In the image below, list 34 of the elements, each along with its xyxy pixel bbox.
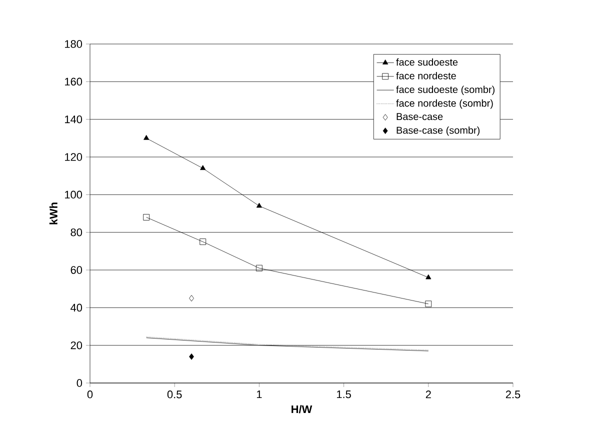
y-tick-label: 80 bbox=[70, 228, 82, 236]
point bbox=[189, 353, 194, 360]
y-axis-title: kWh bbox=[49, 202, 58, 224]
x-tick-label: 0.5 bbox=[167, 390, 182, 398]
x-tick-label: 1 bbox=[256, 390, 262, 398]
y-tick-label: 20 bbox=[70, 341, 82, 350]
legend-label: face sudoeste bbox=[396, 58, 458, 66]
y-tick-label: 40 bbox=[70, 304, 82, 312]
legend-label: face sudoeste (sombr) bbox=[396, 86, 494, 96]
y-tick-label: 180 bbox=[65, 40, 82, 48]
legend-label: face nordeste (sombr) bbox=[396, 99, 493, 109]
y-tick-label: 120 bbox=[65, 153, 82, 161]
y-tick-label: 0 bbox=[76, 379, 82, 387]
x-axis-title: H/W bbox=[292, 405, 312, 414]
legend-label: Base-case bbox=[396, 113, 443, 120]
y-tick-label: 140 bbox=[65, 115, 82, 124]
point bbox=[144, 134, 150, 140]
point bbox=[200, 238, 206, 245]
legend-label: Base-case (sombr) bbox=[396, 126, 480, 136]
point bbox=[256, 202, 262, 208]
point bbox=[189, 295, 194, 302]
point bbox=[200, 165, 206, 170]
y-tick-label: 100 bbox=[65, 190, 82, 199]
y-tick-label: 60 bbox=[70, 266, 82, 274]
x-tick-label: 2.5 bbox=[506, 390, 520, 398]
y-tick-label: 160 bbox=[65, 78, 82, 86]
x-tick-label: 1.5 bbox=[337, 390, 351, 398]
point bbox=[256, 264, 262, 272]
x-tick-label: 2 bbox=[426, 390, 431, 398]
point bbox=[143, 214, 150, 220]
x-tick-label: 0 bbox=[87, 390, 93, 398]
point bbox=[426, 274, 432, 280]
legend-label: face nordeste bbox=[396, 72, 456, 80]
point bbox=[425, 300, 432, 308]
